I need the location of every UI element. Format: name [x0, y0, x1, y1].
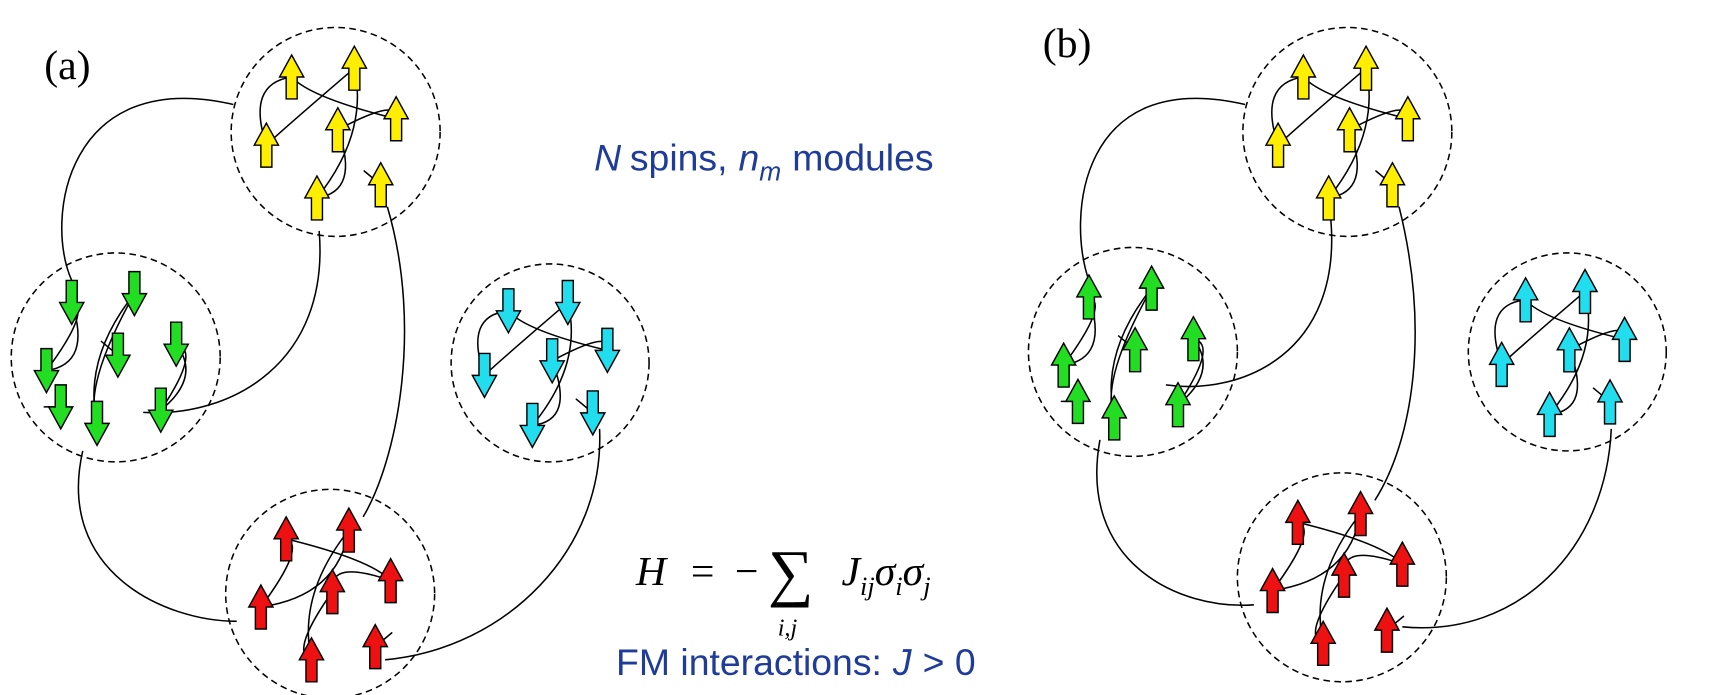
spin-arrow: [379, 559, 403, 603]
module: [1243, 27, 1452, 236]
link: [1375, 207, 1415, 501]
symbol: =: [691, 549, 715, 595]
symbol: N: [594, 136, 622, 178]
intra-link: [1303, 77, 1407, 119]
spin-arrow: [1102, 396, 1126, 440]
sum: ∑: [768, 537, 813, 608]
link: [62, 98, 234, 280]
text: spins,: [630, 136, 728, 178]
symbol: σ: [875, 549, 897, 595]
spin-arrow: [1348, 492, 1372, 536]
spin-arrow: [1396, 97, 1420, 141]
spin-arrow: [342, 46, 366, 90]
text: FM interactions:: [616, 641, 882, 683]
sum-index: i,j: [778, 615, 798, 642]
symbol: σ: [903, 549, 925, 595]
spin-arrow: [496, 289, 520, 333]
symbol: n: [739, 136, 760, 178]
spin-arrow: [249, 585, 273, 629]
spin-arrow: [520, 403, 544, 447]
spin-arrow: [280, 55, 304, 99]
figure: (a) (b) Nspins, nm modules H = − ∑ i,j Jij…: [0, 0, 1716, 695]
spin-arrow: [60, 280, 84, 324]
spin-arrow: [299, 638, 323, 682]
symbol: −: [735, 549, 759, 595]
spin-arrow: [369, 163, 393, 207]
spin-arrow: [1266, 123, 1290, 167]
spin-arrow: [326, 108, 350, 152]
text: modules: [792, 136, 933, 178]
spin-arrow: [540, 339, 564, 383]
spin-arrow: [149, 388, 173, 432]
spin-arrow: [556, 280, 580, 324]
link: [385, 429, 600, 660]
module: [451, 264, 649, 462]
spin-arrow: [1537, 392, 1561, 436]
panel-label: (b): [1043, 21, 1092, 67]
spin-arrow: [1291, 55, 1315, 99]
module: [1028, 247, 1237, 456]
panel-label: (a): [44, 43, 90, 89]
spin-arrow: [1332, 553, 1356, 597]
spin-arrow: [1598, 380, 1622, 424]
spin-arrow: [1514, 278, 1538, 322]
spin-arrow: [1260, 569, 1284, 613]
symbol: Jijσiσj: [842, 549, 931, 601]
spin-arrow: [274, 517, 298, 561]
spin-arrow: [1286, 500, 1310, 544]
spin-arrow: [85, 401, 109, 445]
spin-arrow: [1573, 269, 1597, 313]
spin-arrow: [1311, 621, 1335, 665]
modules: [11, 27, 1666, 695]
spin-arrow: [1317, 176, 1341, 220]
spin-arrow: [1557, 328, 1581, 372]
module: [1468, 253, 1666, 451]
intra-link: [1526, 300, 1625, 340]
module-links: [62, 98, 1612, 659]
text: > 0: [923, 641, 976, 683]
subscript: m: [759, 156, 781, 186]
symbol: H: [635, 549, 669, 595]
spin-arrow: [1337, 108, 1361, 152]
module: [226, 489, 435, 695]
spin-arrow: [1123, 328, 1147, 372]
link: [78, 451, 236, 621]
intra-link: [292, 77, 396, 119]
link: [1402, 429, 1611, 628]
spin-arrow: [581, 391, 605, 435]
spin-arrow: [337, 508, 361, 552]
spin-arrow: [305, 176, 329, 220]
spin-arrow: [1166, 383, 1190, 427]
spin-arrow: [472, 353, 496, 397]
spin-arrow: [363, 625, 387, 669]
module: [231, 27, 440, 236]
spin-arrow: [1354, 46, 1378, 90]
spin-arrow: [384, 97, 408, 141]
spin-arrow: [1490, 342, 1514, 386]
spin-arrow: [254, 123, 278, 167]
spin-arrow: [1375, 608, 1399, 652]
spin-arrow: [1052, 343, 1076, 387]
module: [11, 253, 220, 462]
spin-arrow: [595, 328, 619, 372]
symbol: J: [892, 641, 912, 683]
module: [1237, 473, 1446, 682]
spin-arrow: [320, 570, 344, 614]
spin-arrow: [49, 385, 73, 429]
link: [363, 207, 404, 517]
spin-arrow: [106, 333, 130, 377]
spin-arrow: [1380, 163, 1404, 207]
link: [1097, 440, 1254, 605]
link: [143, 231, 320, 413]
spin-arrow: [1612, 317, 1636, 361]
spin-arrow: [1077, 275, 1101, 319]
hamiltonian: H = − ∑ i,j Jijσiσj: [635, 537, 931, 642]
interactions: FM interactions:J > 0: [616, 641, 976, 683]
spin-arrow: [1390, 542, 1414, 586]
link: [1080, 98, 1245, 280]
subscript: i: [895, 571, 902, 601]
subscript: ij: [860, 571, 875, 601]
link: [1166, 220, 1332, 387]
